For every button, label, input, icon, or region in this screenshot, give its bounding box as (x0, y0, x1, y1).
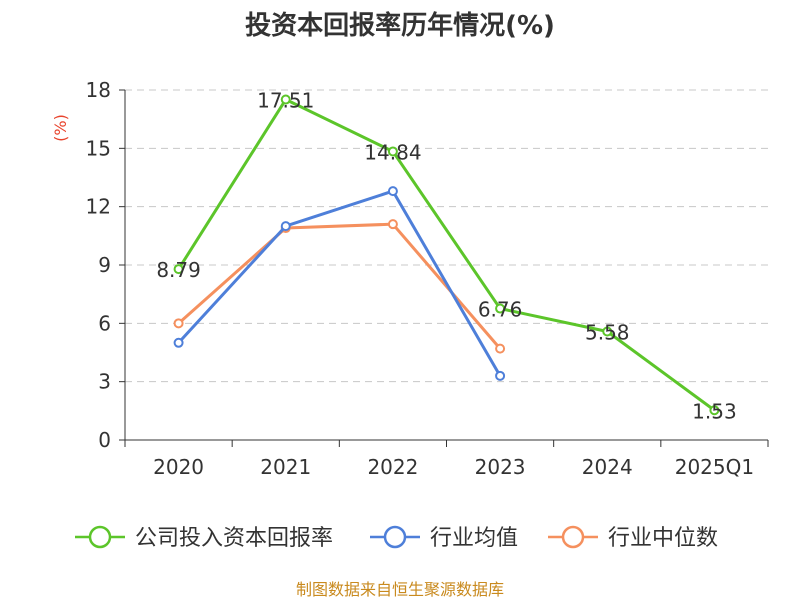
legend-label[interactable]: 行业均值 (430, 526, 518, 551)
x-tick-label: 2022 (367, 455, 418, 479)
series-line (177, 222, 502, 350)
y-tick-label: 12 (86, 195, 111, 219)
x-tick-label: 2021 (260, 455, 311, 479)
y-tick-label: 3 (98, 370, 111, 394)
data-label: 8.79 (156, 258, 201, 282)
data-label: 17.51 (257, 89, 314, 113)
legend-swatch-marker[interactable] (88, 525, 112, 549)
series-layer (173, 94, 720, 416)
data-point[interactable] (387, 186, 398, 197)
y-tick-label: 0 (98, 428, 111, 452)
source-note: 制图数据来自恒生聚源数据库 (296, 580, 504, 599)
grid-layer (125, 89, 768, 383)
data-label: 6.76 (478, 298, 523, 322)
data-point[interactable] (173, 337, 184, 348)
y-tick-label: 6 (98, 311, 111, 335)
y-tick-label: 9 (98, 253, 111, 277)
data-label: 5.58 (585, 321, 630, 345)
x-tick-label: 2020 (153, 455, 204, 479)
series-line (177, 98, 716, 412)
y-axis-label: (%) (51, 114, 70, 142)
y-tick-label: 15 (86, 136, 111, 160)
data-label: 1.53 (692, 399, 737, 423)
data-point[interactable] (602, 326, 613, 337)
legend: 公司投入资本回报率 行业均值 行业中位数 (75, 525, 718, 551)
data-point[interactable] (280, 221, 291, 232)
data-point[interactable] (387, 146, 398, 157)
label-layer: 8.79 17.51 14.84 6.76 5.58 1.53 (156, 89, 736, 424)
data-point[interactable] (173, 318, 184, 329)
axis-layer: 0 3 6 9 12 15 18 2020 2021 2022 2023 2024 2025Q1 (86, 78, 769, 479)
data-point[interactable] (173, 264, 184, 275)
legend-label[interactable]: 行业中位数 (608, 526, 718, 551)
x-tick-label: 2023 (475, 455, 526, 479)
y-tick-label: 18 (86, 78, 111, 102)
data-point[interactable] (495, 303, 506, 314)
data-point[interactable] (280, 94, 291, 105)
data-point[interactable] (387, 219, 398, 230)
data-point[interactable] (495, 370, 506, 381)
series-line (177, 189, 502, 377)
legend-swatch-marker[interactable] (383, 525, 407, 549)
legend-label[interactable]: 公司投入资本回报率 (135, 526, 333, 551)
chart-title: 投资本回报率历年情况(%) (245, 10, 555, 41)
data-label: 14.84 (364, 140, 421, 164)
x-tick-label: 2024 (582, 455, 633, 479)
data-point[interactable] (709, 405, 720, 416)
x-tick-label: 2025Q1 (675, 455, 754, 479)
data-point[interactable] (495, 343, 506, 354)
legend-swatch-marker[interactable] (561, 525, 585, 549)
